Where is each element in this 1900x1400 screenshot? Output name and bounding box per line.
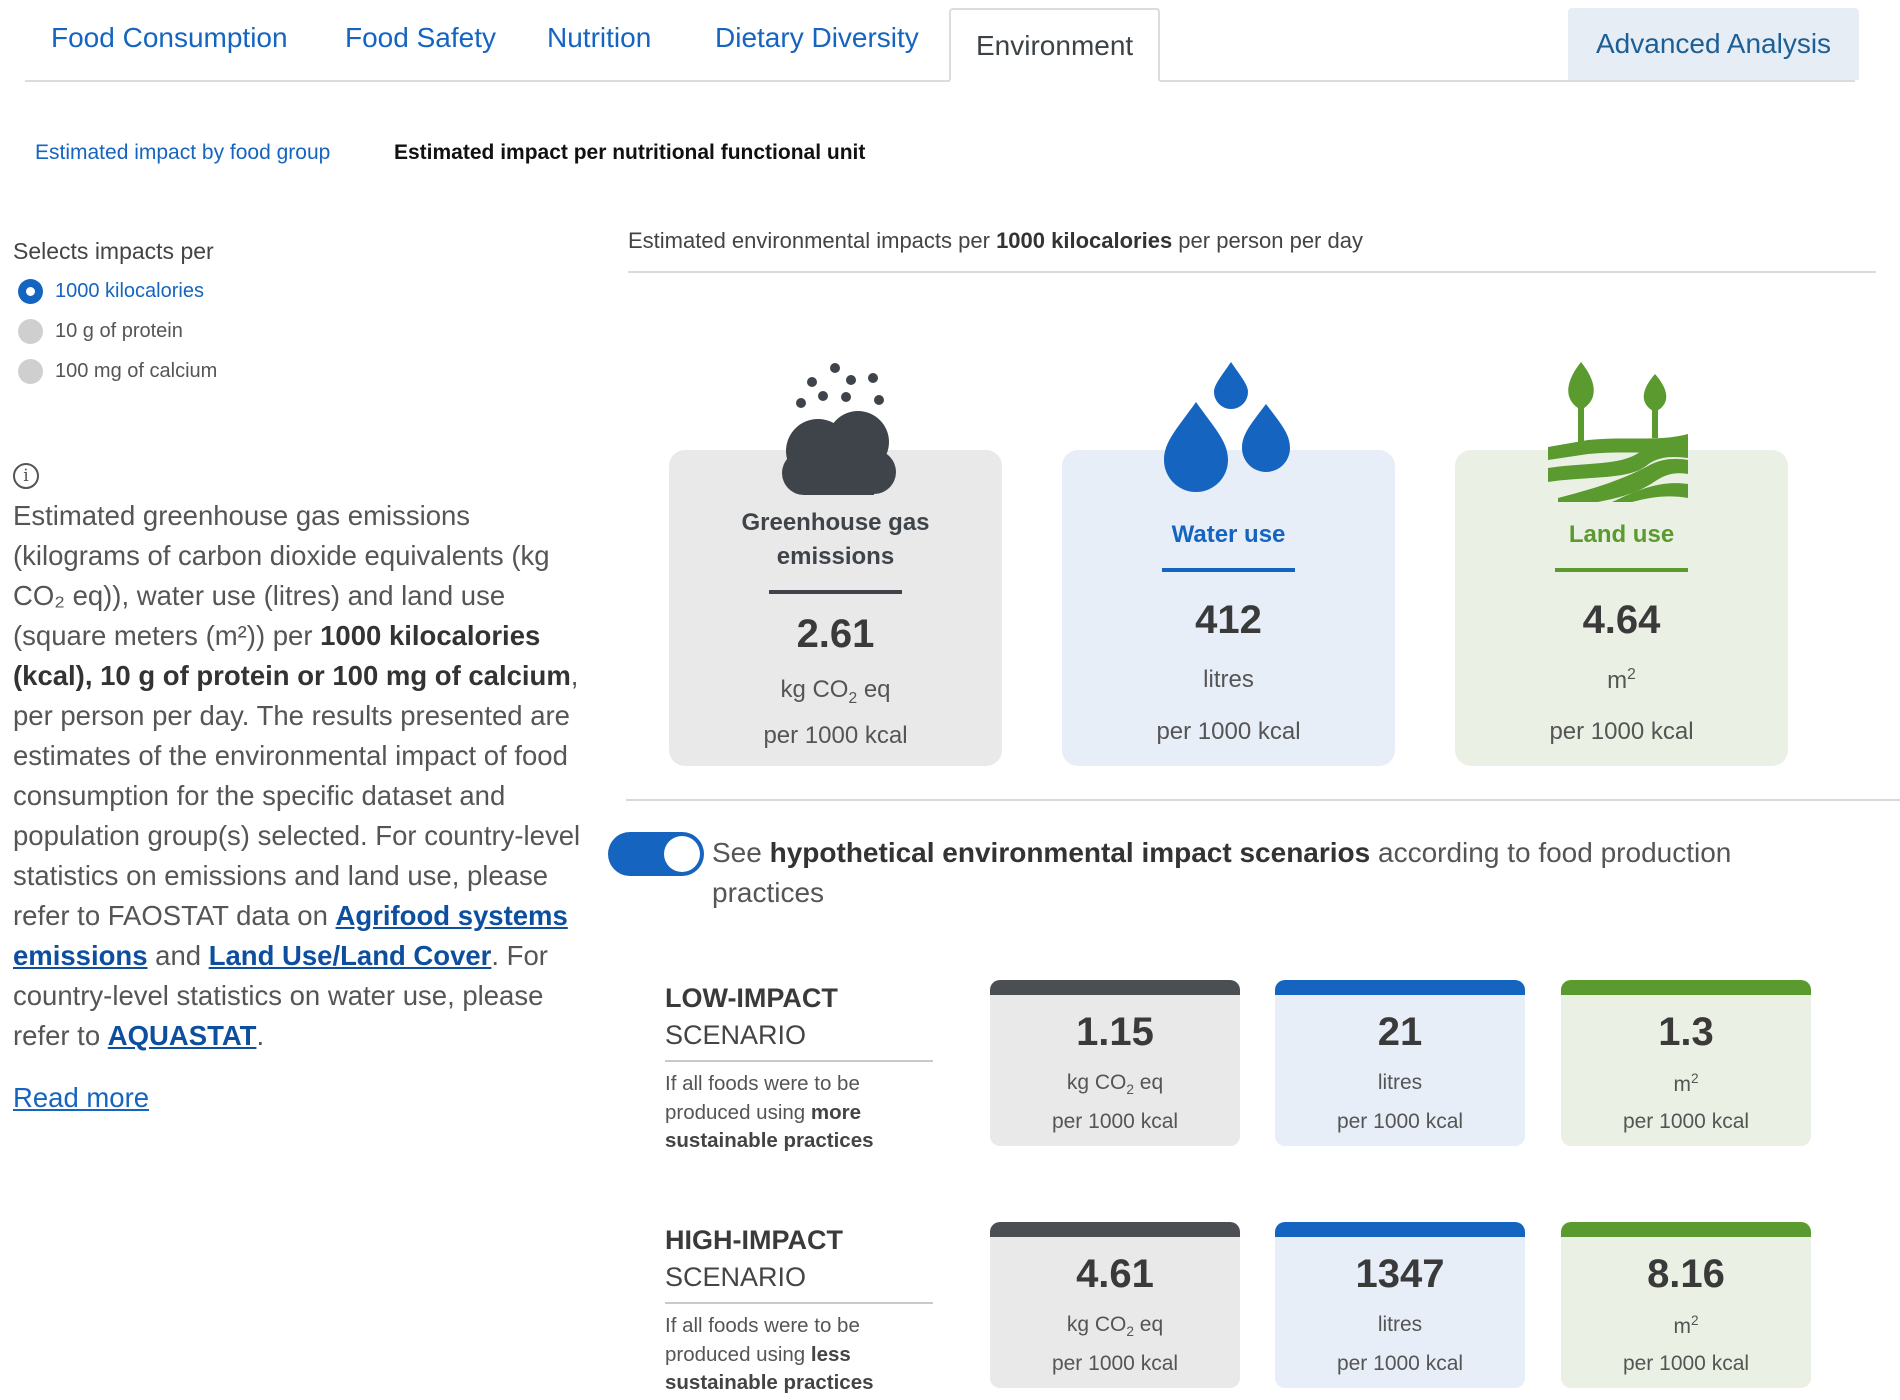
link-aquastat[interactable]: AQUASTAT [107,1020,257,1051]
land-color-bar [1561,980,1811,995]
high-ghg-value: 4.61 [1076,1252,1154,1296]
cloud-icon [782,363,896,495]
land-unit: m2 [1673,1071,1699,1096]
radio-10g-protein[interactable]: 10 g of protein [18,319,183,344]
water-unit: litres [1377,1313,1423,1336]
per-unit: per 1000 kcal [1622,1110,1750,1133]
land-card: Land use 4.64 m2 per 1000 kcal [1455,450,1788,766]
low-ghg-card: 1.15 kg CO2 eq per 1000 kcal [990,980,1240,1146]
high-water-value: 1347 [1355,1252,1445,1296]
selects-impacts-title: Selects impacts per [13,238,214,264]
high-water-card: 1347 litres per 1000 kcal [1275,1222,1525,1388]
ghg-unit: kg CO2 eq [780,676,891,707]
water-per: per 1000 kcal [1156,718,1301,745]
water-divider [1162,568,1295,572]
radio-100mg-calcium[interactable]: 100 mg of calcium [18,359,217,384]
ghg-color-bar [990,980,1240,995]
low-ghg-value: 1.15 [1076,1010,1154,1054]
low-impact-title: LOW-IMPACT SCENARIO [665,983,838,1050]
ghg-value: 2.61 [796,612,875,656]
per-unit: per 1000 kcal [1622,1352,1750,1375]
land-unit: m2 [1607,666,1636,694]
land-title: Land use [1568,521,1675,548]
water-drops-icon [1164,362,1290,492]
tab-advanced-analysis[interactable]: Advanced Analysis [1568,8,1860,80]
info-icon: i [13,463,39,489]
tab-food-safety[interactable]: Food Safety [345,22,496,53]
radio-label: 100 mg of calcium [55,360,218,382]
land-value: 4.64 [1582,598,1661,642]
ghg-per: per 1000 kcal [763,722,908,749]
land-color-bar [1561,1222,1811,1237]
radio-unchecked-icon [18,359,43,384]
land-per: per 1000 kcal [1549,718,1694,745]
tab-food-consumption[interactable]: Food Consumption [51,22,288,53]
read-more-link[interactable]: Read more [13,1082,150,1113]
high-impact-title: HIGH-IMPACT SCENARIO [665,1225,843,1292]
radio-label: 10 g of protein [55,320,183,342]
high-ghg-card: 4.61 kg CO2 eq per 1000 kcal [990,1222,1240,1388]
ghg-title: Greenhouse gas emissions [741,509,930,570]
ghg-divider [769,590,902,594]
radio-checked-icon [18,279,43,304]
high-impact-divider [665,1302,933,1304]
subtab-impact-per-unit[interactable]: Estimated impact per nutritional functio… [394,141,866,164]
water-card: Water use 412 litres per 1000 kcal [1062,450,1395,766]
tab-environment[interactable]: Environment [949,8,1161,82]
ghg-color-bar [990,1222,1240,1237]
impact-header: Estimated environmental impacts per 1000… [628,228,1876,273]
tab-nutrition[interactable]: Nutrition [547,22,652,53]
ghg-card: Greenhouse gas emissions 2.61 kg CO2 eq … [669,450,1002,766]
water-unit: litres [1377,1071,1423,1094]
per-unit: per 1000 kcal [1336,1352,1464,1375]
high-land-card: 8.16 m2 per 1000 kcal [1561,1222,1811,1388]
land-unit: m2 [1673,1313,1699,1338]
low-land-card: 1.3 m2 per 1000 kcal [1561,980,1811,1146]
per-unit: per 1000 kcal [1051,1352,1179,1375]
radio-label: 1000 kilocalories [55,280,204,302]
low-water-card: 21 litres per 1000 kcal [1275,980,1525,1146]
high-land-value: 8.16 [1647,1252,1725,1296]
low-impact-divider [665,1060,933,1062]
low-impact-description: If all foods were to be produced using m… [665,1072,874,1152]
low-water-value: 21 [1377,1010,1423,1054]
water-value: 412 [1195,598,1262,642]
toggle-knob [664,836,700,872]
subtab-impact-by-food-group[interactable]: Estimated impact by food group [35,141,331,164]
radio-1000-kilocalories[interactable]: 1000 kilocalories [18,279,204,304]
high-impact-description: If all foods were to be produced using l… [665,1314,874,1394]
water-color-bar [1275,1222,1525,1237]
ghg-unit: kg CO2 eq [1066,1313,1164,1340]
radio-unchecked-icon [18,319,43,344]
link-agrifood-emissions[interactable]: Agrifood systems emissions [13,900,568,971]
section-divider [626,799,1900,801]
land-divider [1555,568,1688,572]
per-unit: per 1000 kcal [1336,1110,1464,1133]
toggle-label: See hypothetical environmental impact sc… [712,837,1732,908]
scenario-toggle[interactable] [608,832,704,876]
per-unit: per 1000 kcal [1051,1110,1179,1133]
water-title: Water use [1171,521,1286,548]
water-unit: litres [1203,666,1254,693]
link-land-use-cover[interactable]: Land Use/Land Cover [208,940,492,971]
field-plant-icon [1548,362,1688,502]
ghg-unit: kg CO2 eq [1066,1071,1164,1098]
low-land-value: 1.3 [1658,1010,1714,1054]
tab-dietary-diversity[interactable]: Dietary Diversity [715,22,919,53]
water-color-bar [1275,980,1525,995]
description-text: Estimated greenhouse gas emissions (kilo… [13,500,581,1051]
main-tab-bar: Food Consumption Food Safety Nutrition D… [25,8,1860,82]
